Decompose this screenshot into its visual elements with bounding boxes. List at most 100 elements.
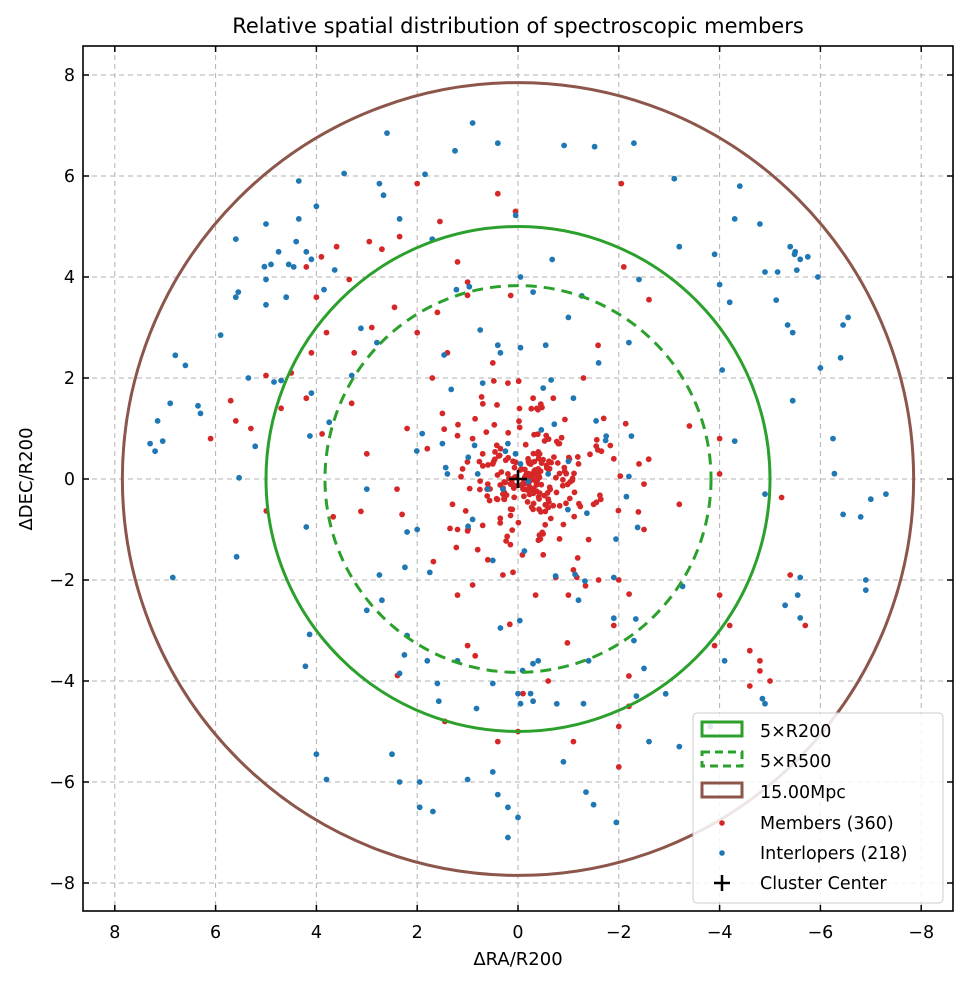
- member-point: [564, 640, 571, 646]
- member-point: [622, 420, 629, 427]
- member-point: [562, 416, 568, 423]
- interloper-point: [435, 698, 442, 705]
- member-point: [478, 394, 485, 400]
- member-point: [626, 591, 632, 597]
- legend-label-5r500: 5×R500: [760, 752, 831, 772]
- interloper-point: [473, 705, 480, 712]
- interloper-point: [789, 397, 796, 404]
- interloper-point: [862, 577, 869, 583]
- interloper-point: [235, 289, 242, 295]
- member-point: [527, 461, 534, 467]
- member-point: [546, 465, 553, 472]
- member-point: [615, 577, 622, 583]
- interloper-point: [512, 212, 519, 219]
- member-point: [494, 738, 501, 745]
- member-point: [437, 218, 443, 225]
- cluster-center-marker: [509, 470, 527, 488]
- member-point: [368, 324, 375, 331]
- interloper-point: [565, 458, 572, 465]
- interloper-point: [422, 171, 428, 178]
- member-point: [524, 499, 531, 505]
- interloper-point: [302, 663, 309, 670]
- member-point: [636, 461, 642, 467]
- interloper-point: [641, 665, 647, 672]
- member-point: [464, 642, 471, 649]
- interloper-point: [505, 804, 511, 811]
- x-tick-label: 4: [311, 923, 322, 943]
- member-point: [535, 537, 542, 544]
- interloper-point: [380, 192, 387, 199]
- interloper-point: [628, 433, 635, 439]
- member-point: [510, 485, 517, 491]
- interloper-point: [572, 571, 578, 578]
- member-point: [232, 418, 239, 424]
- interloper-point: [293, 238, 300, 245]
- interloper-point: [561, 142, 567, 149]
- member-point: [574, 454, 581, 460]
- interloper-point: [626, 473, 632, 480]
- member-point: [530, 500, 537, 507]
- interloper-point: [845, 314, 851, 321]
- interloper-point: [252, 443, 259, 450]
- interloper-point: [363, 486, 370, 492]
- interloper-point: [321, 286, 327, 293]
- interloper-point: [469, 120, 476, 126]
- interloper-point: [358, 325, 364, 332]
- member-point: [454, 432, 461, 439]
- interloper-point: [545, 471, 552, 477]
- member-point: [521, 493, 527, 500]
- y-tick-label: −8: [49, 874, 75, 894]
- member-point: [313, 294, 320, 301]
- member-point: [518, 482, 525, 489]
- interloper-point: [530, 289, 536, 295]
- y-tick-label: 2: [64, 369, 75, 389]
- interloper-point: [169, 574, 176, 581]
- interloper-point: [396, 216, 403, 222]
- member-point: [500, 572, 506, 578]
- member-point: [595, 577, 602, 583]
- interloper-point: [479, 380, 486, 386]
- interloper-point: [517, 461, 524, 467]
- member-point: [484, 481, 491, 487]
- interloper-point: [789, 329, 796, 336]
- interloper-point: [442, 464, 449, 471]
- interloper-point: [489, 557, 496, 564]
- interloper-point: [384, 130, 390, 137]
- member-point: [479, 400, 486, 407]
- interloper-point: [515, 814, 521, 821]
- interloper-point: [676, 743, 683, 750]
- interloper-point: [439, 440, 446, 447]
- interloper-point: [268, 261, 274, 268]
- member-point: [263, 372, 269, 379]
- radius-circles: [120, 81, 916, 877]
- interloper-point: [794, 592, 801, 598]
- interloper-point: [465, 523, 471, 530]
- member-point: [391, 304, 398, 311]
- interloper-point: [497, 625, 504, 631]
- interloper-point: [295, 178, 302, 184]
- member-point: [351, 349, 358, 356]
- member-point: [505, 454, 512, 461]
- legend-label-members: Members (360): [760, 814, 894, 834]
- interloper-point: [582, 578, 588, 584]
- x-tick-label: −8: [908, 923, 934, 943]
- member-point: [526, 483, 533, 490]
- member-point: [490, 378, 497, 384]
- interloper-point: [762, 700, 768, 707]
- interloper-point: [290, 264, 297, 270]
- member-point: [615, 764, 622, 770]
- interloper-point: [489, 680, 496, 687]
- interloper-point: [797, 574, 804, 581]
- interloper-point: [671, 175, 678, 182]
- legend-swatch-15mpc: [700, 781, 744, 799]
- member-point: [595, 342, 601, 349]
- member-point: [580, 375, 587, 381]
- interloper-point: [585, 657, 592, 664]
- interloper-point: [773, 297, 780, 303]
- member-point: [358, 508, 364, 515]
- member-point: [570, 567, 577, 573]
- member-point: [439, 410, 446, 417]
- member-point: [553, 438, 560, 445]
- x-tick-label: 8: [109, 923, 120, 943]
